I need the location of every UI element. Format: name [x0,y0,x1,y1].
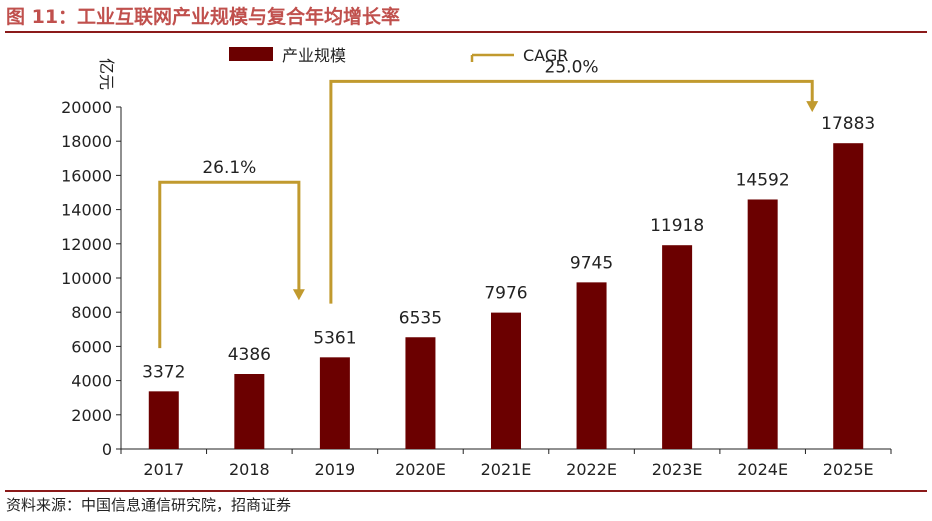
y-axis-label: 亿元 [97,58,116,90]
data-label: 14592 [736,170,790,190]
y-tick-label: 0 [102,440,112,459]
x-tick-label: 2023E [652,460,703,479]
bar [747,199,778,449]
y-tick-label: 16000 [61,166,112,185]
cagr-label: 25.0% [545,57,599,77]
y-tick-label: 18000 [61,132,112,151]
source-note: 资料来源：中国信息通信研究院，招商证券 [6,496,292,514]
legend-label: CAGR [523,46,568,65]
bar [405,337,436,449]
x-tick-label: 2021E [481,460,532,479]
x-tick-label: 2025E [823,460,874,479]
x-tick-label: 2020E [395,460,446,479]
bar [662,245,693,449]
cagr-bracket [329,79,814,304]
y-tick-label: 12000 [61,235,112,254]
data-label: 5361 [313,328,356,348]
data-label: 4386 [228,345,271,365]
cagr-bracket [158,180,301,349]
y-tick-label: 14000 [61,201,112,220]
figure-title: 图 11：工业互联网产业规模与复合年均增长率 [6,6,401,28]
data-label: 9745 [570,253,613,273]
source-divider [5,490,927,492]
legend-label: 产业规模 [282,46,346,65]
y-tick-label: 6000 [71,337,112,356]
y-tick-label: 10000 [61,269,112,288]
bar [576,282,607,449]
bar [491,312,521,449]
cagr-arrowhead [292,289,305,301]
y-tick-label: 20000 [61,98,112,117]
x-tick-label: 2024E [737,460,788,479]
cagr-arrowhead [806,101,819,113]
y-tick-label: 8000 [71,303,112,322]
y-tick-label: 4000 [71,372,112,391]
x-tick-label: 2022E [566,460,617,479]
x-tick-label: 2019 [315,460,356,479]
bar [234,373,265,449]
cagr-label: 26.1% [202,158,256,178]
data-label: 11918 [650,216,704,236]
data-label: 7976 [484,284,527,304]
y-tick-label: 2000 [71,406,112,425]
data-label: 6535 [399,308,442,328]
bar [319,357,350,449]
bar [833,143,864,450]
x-tick-label: 2017 [143,460,184,479]
legend-swatch-bar [229,47,273,61]
bar [148,391,179,449]
x-tick-label: 2018 [229,460,270,479]
data-label: 3372 [142,362,185,382]
title-divider [5,31,927,33]
data-label: 17883 [821,114,875,134]
